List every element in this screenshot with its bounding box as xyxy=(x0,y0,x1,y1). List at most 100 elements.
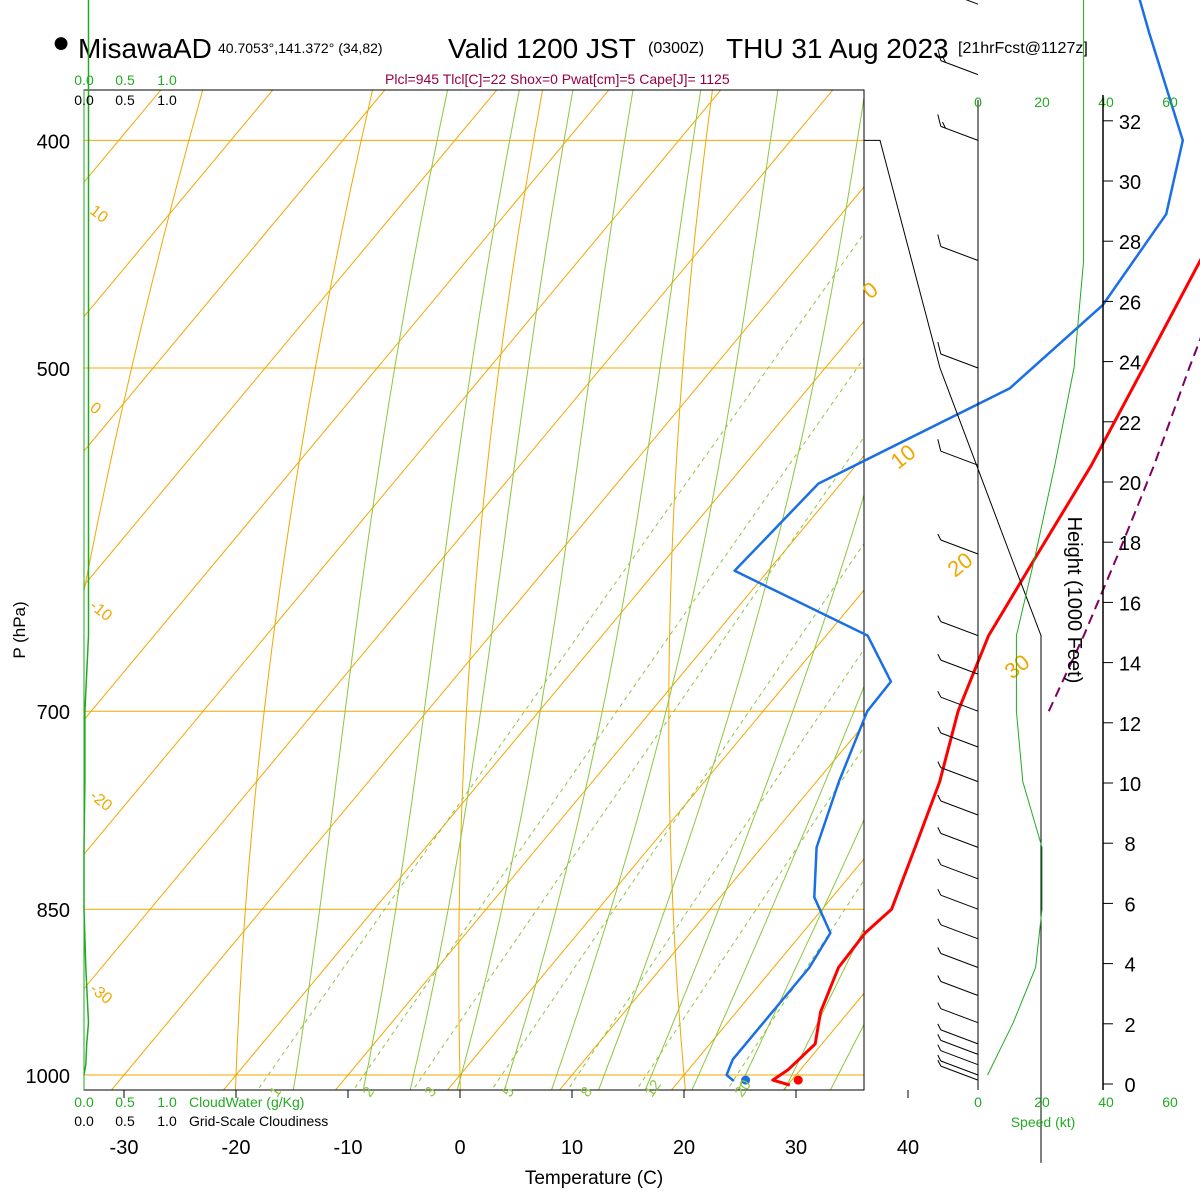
wind-speed-tick-label: 0 xyxy=(974,1094,982,1110)
wind-barb-staff xyxy=(940,953,979,968)
skewt-grid xyxy=(0,0,946,1153)
mixing-ratio-line xyxy=(352,357,864,1090)
isotherm xyxy=(222,320,864,1090)
cloud-scale-label: 0.5 xyxy=(115,1094,135,1110)
pressure-tick-label: 500 xyxy=(37,359,70,381)
wind-barb xyxy=(965,0,979,5)
mixing-ratio-label: 12 xyxy=(641,1077,664,1100)
surface-dewpoint-dot xyxy=(741,1075,751,1085)
isotherm-label: 10 xyxy=(886,439,921,474)
height-tick-label: 0 xyxy=(1124,1075,1135,1097)
moist-adiabat xyxy=(737,818,864,1090)
height-tick-label: 4 xyxy=(1124,955,1135,977)
moist-adiabat xyxy=(503,90,702,1090)
wind-barb-staff xyxy=(940,800,979,816)
wind-barb-staff xyxy=(940,981,979,996)
pressure-tick-label: 1000 xyxy=(26,1066,71,1088)
isotherm xyxy=(84,90,162,183)
wind-barb-flag xyxy=(937,341,942,355)
wind-barb-flag xyxy=(937,858,942,866)
wind-barb-flag xyxy=(937,1034,942,1041)
wind-barb xyxy=(937,690,979,712)
dry-adiabat xyxy=(865,0,946,1153)
wind-barb-staff xyxy=(940,924,979,940)
cloud-scale-label: 0.0 xyxy=(74,72,94,88)
moist-adiabat xyxy=(783,927,864,1090)
cloud-scale-label: 1.0 xyxy=(157,72,177,88)
wind-barb-staff xyxy=(940,60,979,76)
moist-adiabat xyxy=(409,90,574,1090)
wind-barb xyxy=(937,341,979,369)
height-tick-label: 10 xyxy=(1119,774,1141,796)
height-tick-label: 20 xyxy=(1119,473,1141,495)
mixing-ratio-label: 5 xyxy=(499,1084,518,1101)
wind-barb xyxy=(937,726,979,748)
temperature-axis-label: Temperature (C) xyxy=(525,1168,663,1189)
height-tick-label: 12 xyxy=(1119,714,1141,736)
cloudiness-scale-label: 0.0 xyxy=(74,92,94,108)
wind-barb xyxy=(937,975,979,996)
wind-barb-flag xyxy=(937,1044,942,1051)
wind-barb xyxy=(937,918,979,940)
mixing-ratio-line xyxy=(635,746,864,1090)
height-tick-label: 32 xyxy=(1119,112,1141,134)
mixing-ratio-label: 20 xyxy=(731,1077,754,1100)
moist-adiabat xyxy=(691,685,864,1090)
pressure-axis-label: P (hPa) xyxy=(10,601,29,658)
wind-barb xyxy=(937,1023,979,1045)
cloudiness-scale-label: 0.5 xyxy=(115,1113,135,1129)
wind-barb-staff xyxy=(940,1060,979,1076)
mixing-ratio-line xyxy=(490,542,864,1090)
wind-barb xyxy=(937,114,979,141)
isotherm xyxy=(0,0,441,1153)
wind-barb-staff xyxy=(940,864,979,880)
pressure-tick-label: 850 xyxy=(37,900,70,922)
station-dot: ● xyxy=(52,26,71,59)
isotherm-label: 10 xyxy=(86,202,111,226)
station-name: MisawaAD xyxy=(78,33,212,64)
wind-speed-tick-label: 20 xyxy=(1034,1094,1050,1110)
isotherm xyxy=(446,589,864,1090)
isotherm xyxy=(84,90,386,452)
wind-barb-flag xyxy=(942,121,946,129)
forecast-label: [21hrFcst@1127z] xyxy=(958,40,1088,57)
wind-barb xyxy=(937,234,979,261)
dry-adiabat xyxy=(668,90,713,1090)
surface-temperature-dot xyxy=(793,1075,803,1085)
wind-barb-flag xyxy=(937,1059,942,1067)
wind-barb xyxy=(937,858,979,880)
wind-barb-flag xyxy=(937,947,942,954)
wind-barb-flag xyxy=(937,888,942,896)
wind-barb-staff xyxy=(940,1029,979,1045)
mixing-ratio-label: 8 xyxy=(577,1084,596,1101)
cloud-scale-label: 0.5 xyxy=(115,72,135,88)
wind-barb-staff xyxy=(940,659,979,675)
wind-barb xyxy=(937,615,979,637)
cloudiness-scale-label: 1.0 xyxy=(157,1113,177,1129)
isotherm-label: 20 xyxy=(943,547,978,582)
isotherm xyxy=(670,858,864,1090)
temperature-tick-label: 0 xyxy=(454,1137,465,1159)
isotherm xyxy=(0,0,329,1153)
wind-barb-staff xyxy=(940,125,979,141)
wind-barb-flag xyxy=(937,533,942,541)
wind-barb-flag xyxy=(937,114,942,127)
isotherm-label: -10 xyxy=(86,597,115,625)
wind-barb xyxy=(937,947,979,968)
isotherm xyxy=(334,454,864,1090)
wind-barb-flag xyxy=(937,827,942,834)
dry-adiabat xyxy=(458,90,544,1090)
wind-barb-flag xyxy=(937,975,942,982)
height-tick-label: 6 xyxy=(1124,894,1135,916)
temperature-line xyxy=(771,257,1200,1087)
wind-barb-staff xyxy=(940,353,979,369)
height-tick-label: 26 xyxy=(1119,292,1141,314)
temperature-tick-label: 30 xyxy=(785,1137,807,1159)
stability-indices: Plcl=945 Tlcl[C]=22 Shox=0 Pwat[cm]=5 Ca… xyxy=(385,71,730,87)
wind-barb-staff xyxy=(940,732,979,748)
isotherm xyxy=(84,90,722,855)
wind-barb xyxy=(937,533,979,555)
cloud-water-label: CloudWater (g/Kg) xyxy=(189,1094,304,1110)
wind-barb-flag xyxy=(937,234,942,247)
